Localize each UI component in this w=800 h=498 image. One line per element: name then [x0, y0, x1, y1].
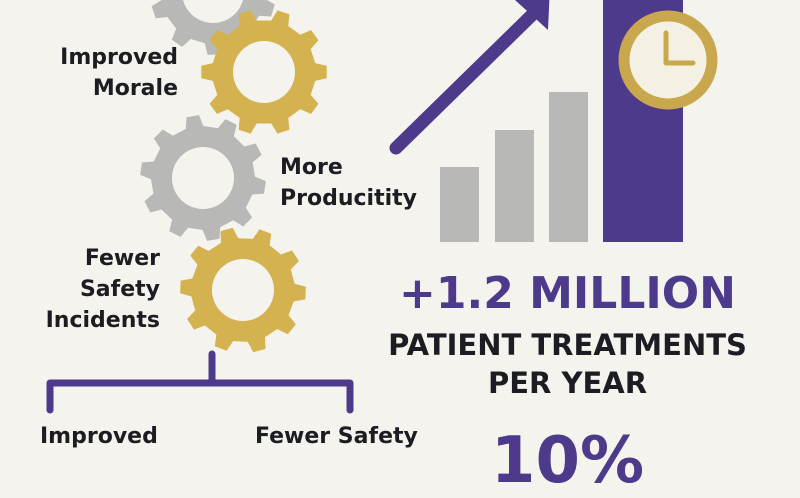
label-fewer-safety-incidents: Fewer Safety Incidents — [46, 243, 160, 336]
stat-value: +1.2 MILLION — [399, 268, 736, 319]
gear-icon — [140, 115, 266, 241]
label-more-productivity: More Producitity — [280, 152, 417, 214]
bracket-connector — [46, 350, 354, 414]
label-line: Producitity — [280, 186, 417, 211]
label-improved-morale: Improved Morale — [60, 42, 178, 104]
gear-icon — [180, 227, 306, 353]
label-line: Fewer — [84, 246, 160, 271]
stat-line-2: PER YEAR — [487, 366, 648, 400]
label-line: Improved — [60, 45, 178, 70]
bar-2 — [495, 130, 534, 242]
clock-icon — [618, 10, 718, 110]
bar-1 — [440, 167, 479, 242]
stat-line-1: PATIENT TREATMENTS — [388, 328, 747, 362]
infographic-art — [46, 0, 718, 414]
bracket-label-right: Fewer Safety — [255, 424, 418, 449]
bar-3 — [549, 92, 588, 242]
gear-group — [140, 0, 327, 353]
label-line: Incidents — [45, 308, 160, 333]
label-line: More — [280, 155, 343, 180]
label-line: Safety — [79, 277, 160, 302]
label-line: Morale — [92, 76, 178, 101]
stat2-value: 10% — [490, 424, 645, 498]
bar-chart-icon — [440, 0, 683, 242]
gear-icon — [201, 10, 327, 134]
trend-arrow-icon — [389, 0, 550, 155]
bracket-label-left: Improved — [40, 424, 158, 449]
